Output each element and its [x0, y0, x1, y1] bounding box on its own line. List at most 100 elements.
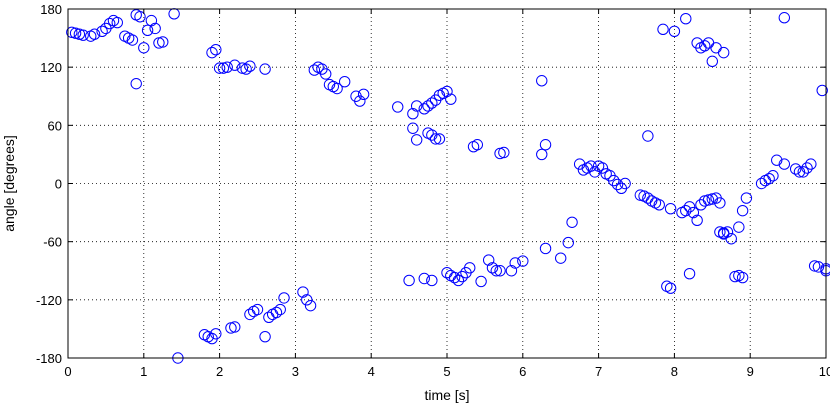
data-point	[278, 292, 290, 304]
data-point	[691, 214, 703, 227]
data-point	[585, 160, 597, 172]
data-point	[464, 262, 476, 274]
data-point	[536, 75, 548, 87]
data-points	[66, 8, 830, 364]
data-point	[274, 303, 286, 316]
data-point	[539, 139, 552, 151]
data-point	[149, 22, 161, 35]
data-point	[141, 24, 154, 37]
data-point	[422, 100, 434, 112]
data-point	[221, 61, 233, 73]
data-point	[505, 265, 518, 277]
data-point	[452, 274, 465, 287]
x-axis-title: time [s]	[424, 387, 469, 403]
data-point	[714, 197, 726, 209]
data-point	[338, 76, 351, 88]
data-point	[259, 63, 271, 75]
data-point	[668, 25, 681, 37]
y-tick-label: 120	[40, 60, 62, 75]
data-point	[539, 242, 552, 255]
data-point	[392, 101, 404, 113]
data-point	[687, 206, 700, 219]
data-point	[213, 62, 226, 74]
x-tick-label: 6	[519, 364, 526, 379]
data-point	[206, 46, 218, 59]
data-point	[763, 172, 775, 185]
data-point	[426, 129, 438, 141]
x-tick-label: 1	[140, 364, 147, 379]
data-point	[251, 303, 264, 316]
data-point	[354, 95, 366, 107]
x-tick-label: 5	[443, 364, 450, 379]
data-point	[490, 265, 502, 277]
data-point	[536, 148, 548, 161]
data-point	[210, 44, 222, 56]
data-point	[445, 93, 457, 105]
data-point	[403, 274, 415, 287]
data-point	[555, 252, 567, 264]
data-point	[441, 85, 453, 98]
data-point	[793, 166, 806, 178]
y-tick-label: -120	[36, 293, 62, 308]
data-point	[418, 103, 430, 115]
data-point	[357, 88, 370, 101]
data-point	[433, 133, 446, 145]
data-point	[301, 294, 313, 306]
x-tick-label: 9	[747, 364, 754, 379]
x-tick-label: 10	[819, 364, 830, 379]
data-point	[244, 60, 256, 72]
y-tick-label: 0	[55, 177, 62, 192]
data-point	[740, 192, 753, 204]
data-point	[494, 265, 506, 277]
data-point	[475, 275, 487, 288]
data-point	[297, 286, 309, 298]
data-point	[471, 139, 484, 151]
data-point	[778, 12, 791, 24]
data-point	[736, 204, 749, 217]
data-point	[331, 82, 343, 95]
data-point	[683, 267, 696, 280]
data-point	[789, 163, 802, 175]
x-tick-label: 0	[64, 364, 71, 379]
y-axis-title: angle [degrees]	[1, 135, 17, 232]
data-point	[210, 328, 222, 340]
data-point	[778, 158, 791, 170]
data-point	[733, 221, 745, 233]
data-point	[717, 46, 730, 59]
data-point	[608, 174, 620, 187]
data-point	[130, 77, 142, 90]
data-point	[812, 261, 825, 273]
data-point	[103, 17, 116, 30]
data-point	[88, 28, 101, 40]
data-point	[725, 233, 737, 245]
data-point	[596, 162, 609, 174]
data-point	[664, 203, 677, 215]
data-point	[456, 270, 468, 283]
data-point	[240, 63, 252, 75]
x-tick-label: 4	[368, 364, 375, 379]
data-point	[611, 178, 624, 191]
data-point	[680, 204, 692, 217]
data-point	[801, 162, 813, 174]
data-point	[562, 236, 574, 249]
y-tick-label: -60	[43, 235, 62, 250]
data-point	[664, 282, 677, 294]
x-tick-label: 3	[292, 364, 299, 379]
data-point	[426, 274, 438, 287]
data-point	[589, 166, 601, 178]
data-point	[797, 166, 809, 178]
axis-ticks: 0 1 2 3 4 5 6 7 8 9 10 -180 -120 -60 0 60 120 180	[36, 2, 830, 379]
data-point	[126, 34, 139, 46]
data-point	[407, 122, 419, 134]
data-point	[229, 321, 241, 333]
data-point	[429, 133, 442, 145]
data-point	[96, 25, 108, 37]
data-point	[699, 40, 711, 52]
data-point	[308, 64, 321, 76]
x-tick-label: 8	[671, 364, 678, 379]
data-point	[111, 16, 123, 29]
y-tick-label: 180	[40, 2, 62, 17]
data-point	[509, 257, 521, 269]
data-point	[482, 254, 495, 266]
